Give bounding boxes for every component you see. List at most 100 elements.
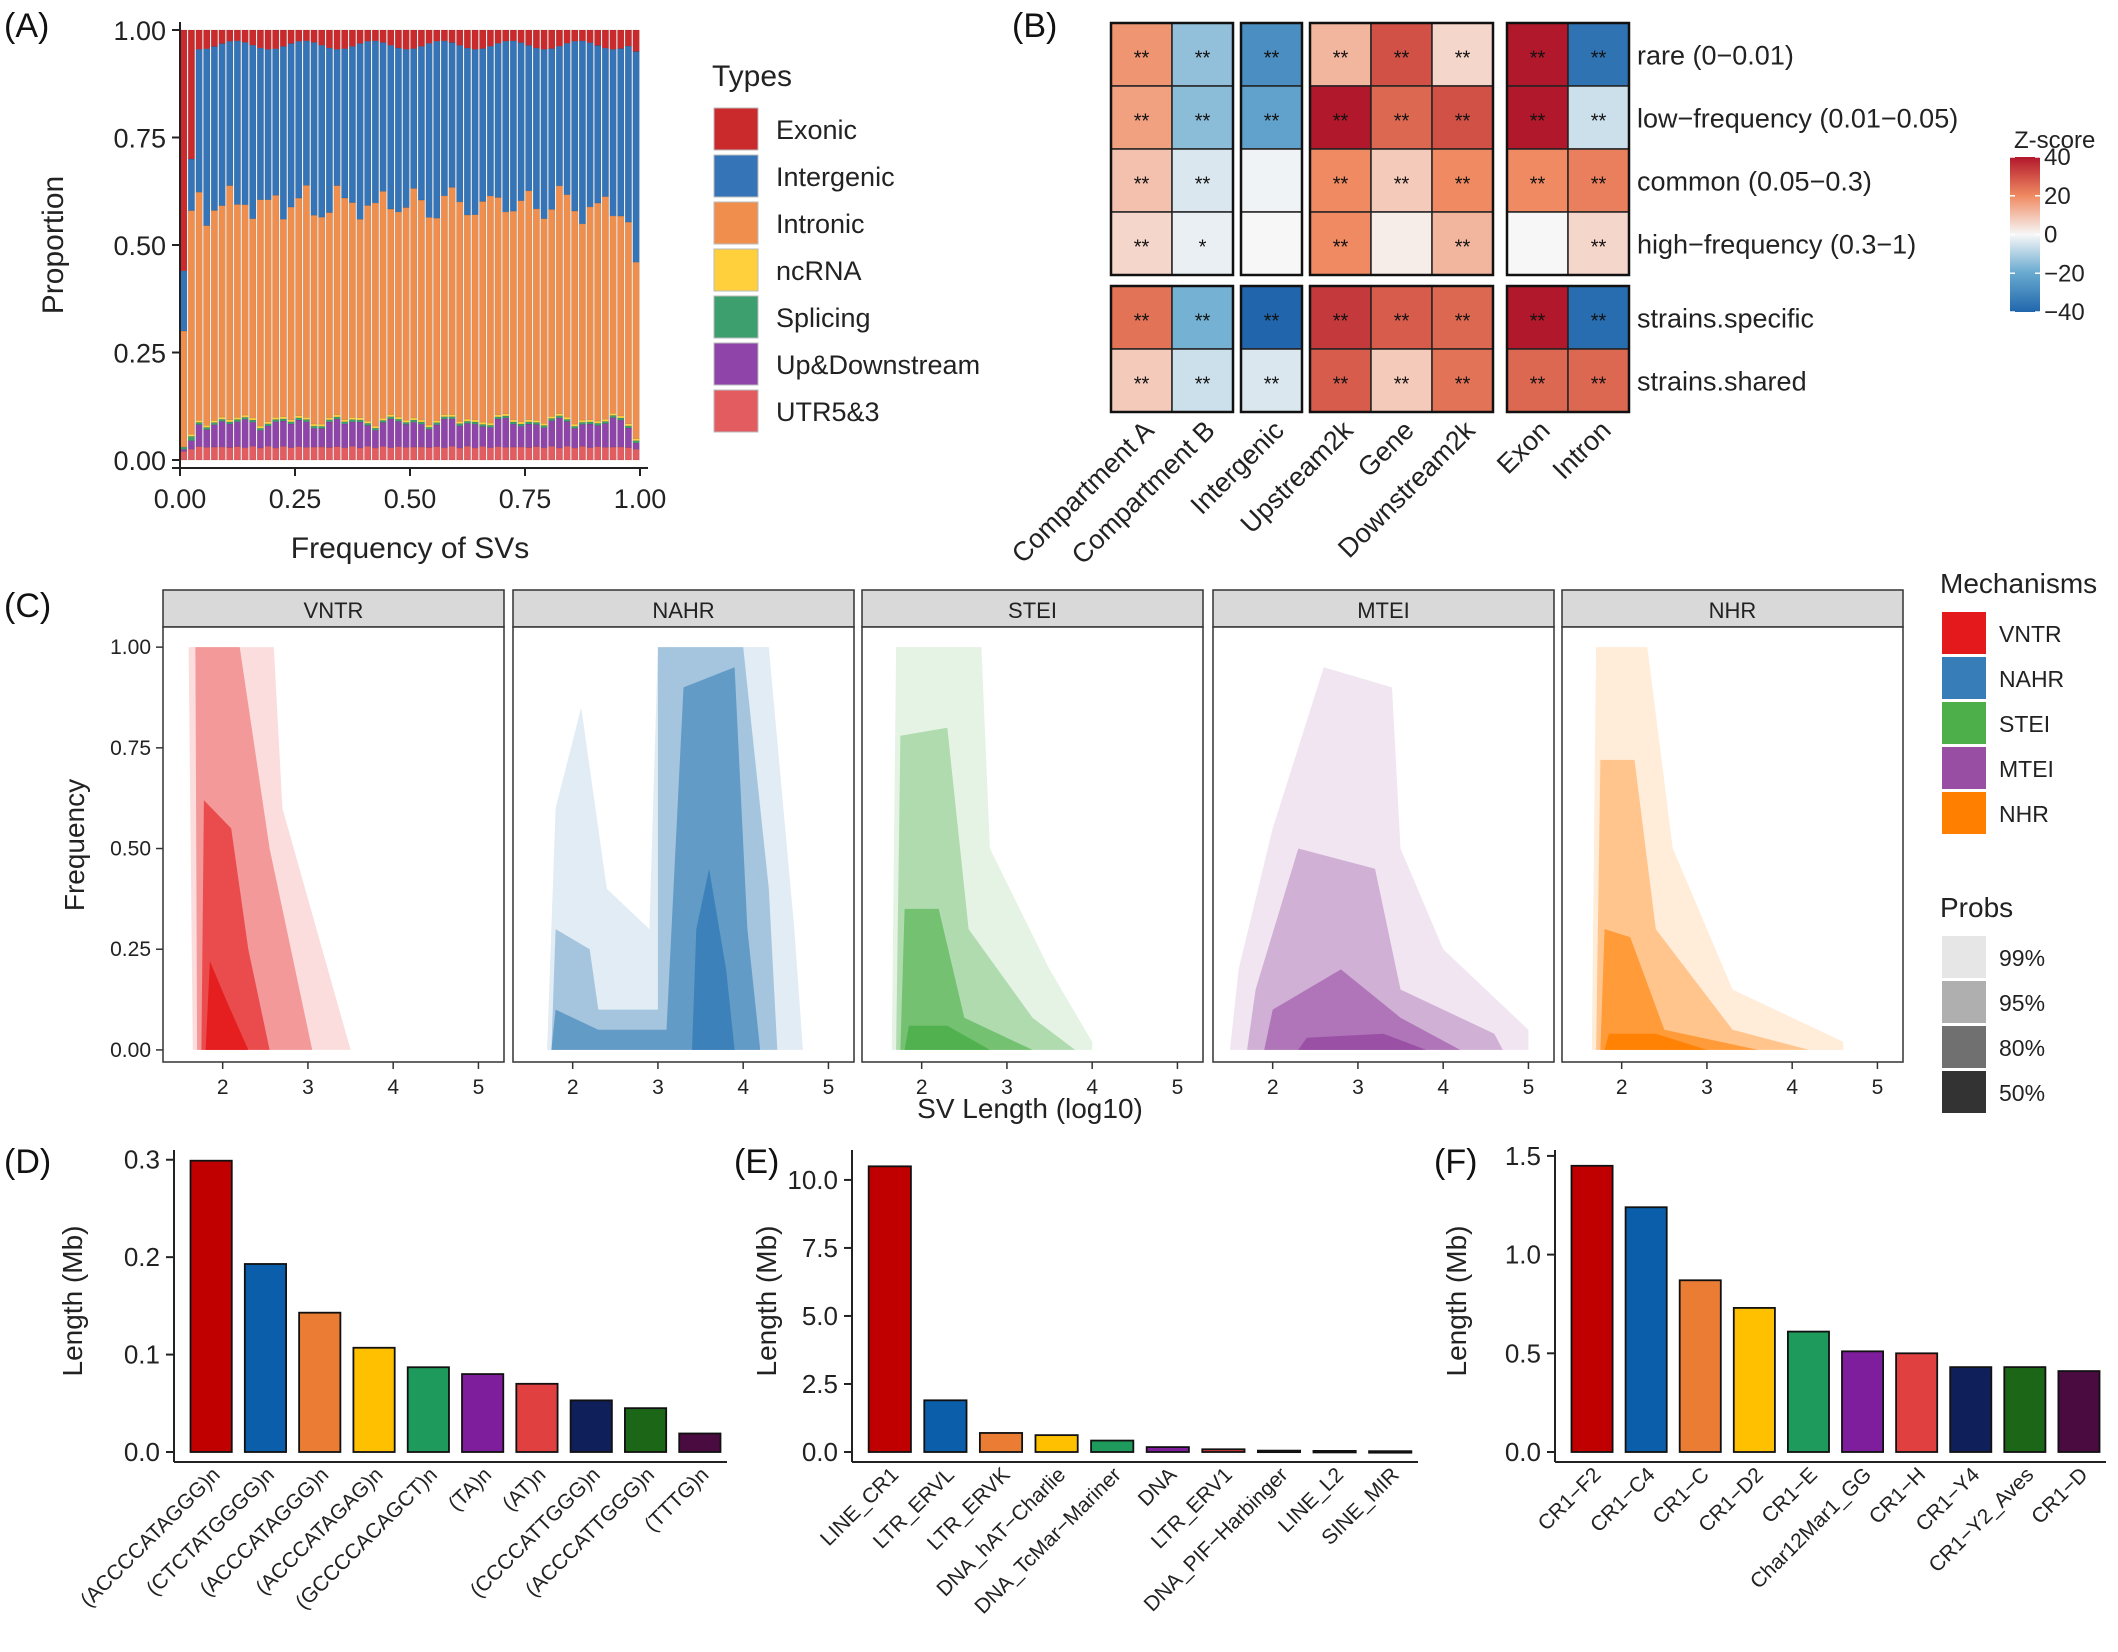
- x-tick-label-C: 5: [473, 1076, 485, 1099]
- bar-E-7: [1256, 1449, 1302, 1454]
- stack-bar-A-36-Exonic: [456, 29, 464, 46]
- heatmap-cell-label: **: [1394, 311, 1410, 333]
- stack-bar-A-43-Splicing: [509, 421, 517, 425]
- stack-bar-A-33-Exonic: [433, 29, 441, 42]
- stack-bar-A-39-Splicing: [479, 424, 487, 427]
- heatmap-row-label: strains.specific: [1637, 304, 1814, 334]
- y-axis-label-C: Frequency: [59, 779, 90, 911]
- stack-bar-A-58-Exonic: [624, 29, 632, 47]
- stack-bar-A-44-ncRNA: [517, 421, 525, 425]
- stack-bar-A-31-ncRNA: [417, 419, 425, 423]
- probs-label-C: 80%: [1999, 1035, 2045, 1061]
- stack-bar-A-59-Exonic: [632, 29, 640, 52]
- stack-bar-A-1-UTR: [187, 448, 195, 461]
- bar-F-0: [1570, 1164, 1614, 1453]
- stack-bar-A-44-Intergenic: [517, 42, 525, 201]
- legend-swatch-C: [1942, 657, 1986, 699]
- stack-bar-A-59-UTR: [632, 448, 640, 461]
- stack-bar-A-20-UTR: [333, 446, 341, 461]
- stack-bar-A-32-UTR: [425, 447, 433, 461]
- x-tick-label-C: 3: [1001, 1076, 1013, 1099]
- heatmap-row-label: strains.shared: [1637, 367, 1807, 397]
- stack-bar-A-35-Splicing: [448, 416, 456, 420]
- heatmap-cell-label: **: [1455, 311, 1471, 333]
- stack-bar-A-52-Exonic: [578, 29, 586, 42]
- stack-bar-A-31-UTR: [417, 446, 425, 461]
- stack-bar-A-5-UpDown: [218, 421, 226, 448]
- stack-bar-A-19-Intronic: [325, 212, 333, 418]
- stack-bar-A-52-UpDown: [578, 424, 586, 447]
- y-tick-label-C: 0.25: [110, 938, 151, 961]
- bar-D-6: [515, 1382, 559, 1453]
- stack-bar-A-9-ncRNA: [249, 417, 257, 421]
- stack-bar-A-49-UTR: [555, 447, 563, 461]
- stack-bar-A-38-Splicing: [471, 421, 479, 425]
- stack-bar-A-37-UpDown: [463, 423, 471, 447]
- stack-bar-A-1-Exonic: [187, 29, 195, 160]
- x-tick-label-C: 2: [1267, 1076, 1279, 1099]
- stack-bar-A-4-Splicing: [210, 422, 218, 426]
- stack-bar-A-38-UpDown: [471, 423, 479, 449]
- stack-bar-A-37-Intergenic: [463, 47, 471, 216]
- stack-bar-A-50-Intergenic: [563, 42, 571, 195]
- bar-F-3: [1732, 1307, 1776, 1453]
- probs-label-C: 50%: [1999, 1080, 2045, 1106]
- stack-bar-A-53-UpDown: [586, 423, 594, 448]
- stack-bar-A-39-Intergenic: [479, 48, 487, 202]
- stack-bar-A-17-UpDown: [310, 427, 318, 448]
- y-tick-label-E: 10.0: [787, 1165, 838, 1195]
- stack-bar-A-19-Splicing: [325, 419, 333, 423]
- stack-bar-A-25-UpDown: [371, 429, 379, 449]
- bar-E-5: [1145, 1446, 1190, 1453]
- stack-bar-A-46-UTR: [532, 446, 540, 461]
- bar-D-9: [678, 1432, 722, 1453]
- panel-F-bars: CR1−F2CR1−C4CR1−CCR1−D2CR1−EChar12Mar1_G…: [1441, 1141, 2106, 1593]
- y-tick-label-A: 0.50: [113, 231, 166, 261]
- probs-title-C: Probs: [1940, 892, 2013, 923]
- stack-bar-A-11-UTR: [264, 445, 272, 461]
- stack-bar-A-6-Exonic: [226, 29, 234, 42]
- heatmap-cell-label: **: [1455, 174, 1471, 196]
- stack-bar-A-31-UpDown: [417, 423, 425, 448]
- stack-bar-A-38-UTR: [471, 447, 479, 461]
- x-tick-label-C: 5: [823, 1076, 835, 1099]
- stack-bar-A-22-UTR: [348, 446, 356, 461]
- stack-bar-A-48-Intronic: [548, 209, 556, 417]
- legend-swatch-A: [713, 248, 759, 292]
- stack-bar-A-48-UpDown: [548, 420, 556, 447]
- stack-bar-A-24-ncRNA: [364, 420, 372, 424]
- stack-bar-A-44-Splicing: [517, 423, 525, 427]
- stack-bar-A-36-UpDown: [456, 425, 464, 449]
- heatmap-cell-label: **: [1195, 311, 1211, 333]
- stack-bar-A-48-Exonic: [548, 29, 556, 49]
- stack-bar-A-15-UpDown: [295, 419, 303, 447]
- stack-bar-A-40-Exonic: [486, 29, 494, 47]
- density-contour-NHR-3: [1604, 1033, 1707, 1050]
- stack-bar-A-6-UTR: [226, 447, 234, 461]
- stack-bar-A-4-UpDown: [210, 424, 218, 448]
- x-tick-label-A: 0.75: [499, 484, 552, 514]
- stack-bar-A-32-Intergenic: [425, 43, 433, 218]
- facet-strip-label: NHR: [1709, 598, 1757, 623]
- y-tick-label-F: 1.0: [1505, 1240, 1541, 1270]
- stack-bar-A-57-Intronic: [617, 215, 625, 417]
- stack-bar-A-3-Splicing: [203, 427, 211, 430]
- stack-bar-A-47-Intergenic: [540, 49, 548, 219]
- heatmap-cell-label: **: [1333, 311, 1349, 333]
- heatmap-row-label: low−frequency (0.01−0.05): [1637, 104, 1958, 134]
- heatmap-cell-1-1: [1171, 85, 1234, 150]
- x-tick-label-C: 3: [302, 1076, 314, 1099]
- bar-D-1: [243, 1263, 287, 1453]
- stack-bar-A-4-Intergenic: [210, 46, 218, 211]
- facet-strip-label: VNTR: [304, 598, 364, 623]
- stack-bar-A-4-ncRNA: [210, 420, 218, 423]
- legend-label-A: Intronic: [776, 209, 865, 239]
- probs-swatch-C: [1942, 1071, 1986, 1113]
- stack-bar-A-31-Intergenic: [417, 45, 425, 201]
- stack-bar-A-53-ncRNA: [586, 419, 594, 423]
- heatmap-cell-label: **: [1134, 237, 1150, 259]
- x-tick-label-C: 3: [652, 1076, 664, 1099]
- bar-E-4: [1090, 1439, 1135, 1453]
